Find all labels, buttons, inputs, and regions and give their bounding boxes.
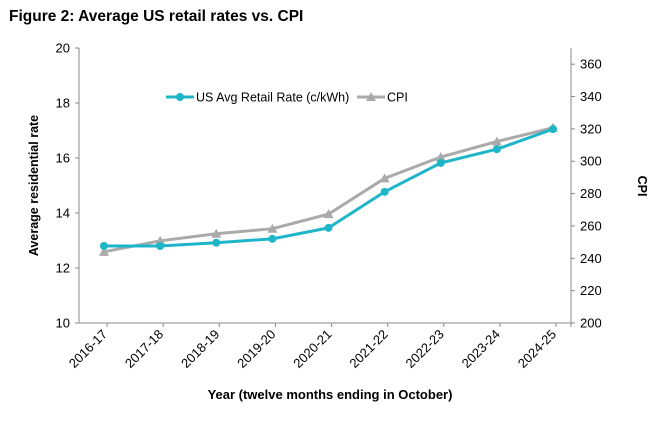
left-y-tick-label: 20 [56, 41, 70, 56]
cpi-point [99, 246, 109, 256]
cpi-point [379, 173, 390, 183]
y-axis-label: Average residential rate [27, 115, 41, 256]
retail-rate-point [324, 223, 333, 232]
cpi-point [155, 235, 166, 245]
retail-rate-point [549, 125, 557, 134]
retail-rate-point [156, 242, 165, 250]
cpi-line [103, 126, 554, 254]
left-y-tick-label: 14 [56, 206, 70, 221]
right-y-tick-label: 260 [580, 218, 602, 233]
x-tick-label: 2024-25 [515, 327, 559, 371]
left-y-tick-label: 10 [56, 316, 70, 331]
right-y-tick-label: 300 [580, 154, 602, 169]
cpi-point [491, 136, 502, 146]
right-y-tick-label: 320 [580, 121, 602, 136]
right-y-tick-label: 360 [580, 57, 602, 72]
right-y-tick-label: 280 [580, 186, 602, 201]
x-tick-label: 2023-24 [459, 327, 503, 371]
cpi-point [323, 209, 334, 219]
retail-rate-point [436, 158, 445, 167]
right-y-tick-label: 220 [580, 283, 602, 298]
x-tick-label: 2017-18 [122, 327, 166, 371]
x-axis-label: Year (twelve months ending in October) [208, 387, 453, 402]
left-y-tick-label: 16 [56, 151, 70, 166]
x-tick-label: 2019-20 [234, 327, 278, 371]
legend-cpi-label: CPI [387, 91, 408, 105]
right-y-tick-label: 200 [580, 316, 602, 331]
x-tick-label: 2018-19 [178, 327, 222, 371]
chart-title: Figure 2: Average US retail rates vs. CP… [9, 8, 304, 25]
legend-cpi-marker [366, 92, 376, 101]
left-y-tick-label: 18 [56, 96, 70, 111]
cpi-point [267, 223, 278, 233]
cpi-point [435, 152, 446, 162]
y2-axis-label: CPI [635, 176, 649, 197]
x-tick-label: 2016-17 [66, 327, 110, 371]
cpi-point [211, 228, 222, 238]
x-tick-label: 2022-23 [403, 327, 447, 371]
legend-retail-marker [176, 93, 184, 101]
x-tick-label: 2021-22 [346, 327, 390, 371]
right-y-tick-label: 340 [580, 89, 602, 104]
retail-rate-point [212, 238, 221, 247]
retail-rate-point [268, 234, 277, 243]
x-tick-label: 2020-21 [290, 327, 334, 371]
retail-rate-point [380, 187, 389, 196]
retail-rate-point [492, 145, 501, 154]
retail-rate-point [100, 242, 108, 250]
left-y-tick-label: 12 [56, 261, 70, 276]
right-y-tick-label: 240 [580, 251, 602, 266]
legend-retail-label: US Avg Retail Rate (c/kWh) [196, 91, 349, 105]
